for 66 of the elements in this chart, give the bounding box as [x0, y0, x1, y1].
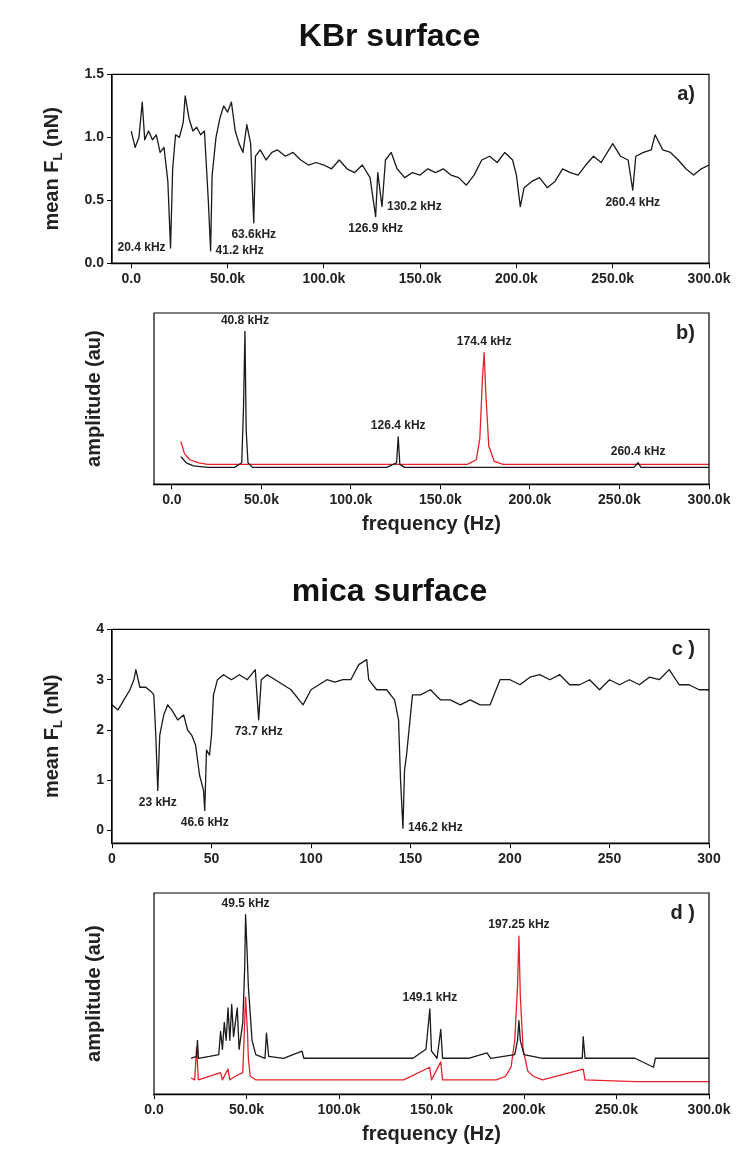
x-tick-label: 300.0k — [687, 491, 731, 508]
x-tick-label: 50 — [203, 850, 220, 867]
x-tick-label: 200.0k — [495, 270, 539, 287]
x-tick-label: 150 — [398, 850, 423, 867]
chart-title: mica surface — [291, 572, 488, 609]
x-tick-label: 200.0k — [508, 491, 552, 508]
x-tick-label: 150.0k — [410, 1101, 454, 1118]
chart-title: KBr surface — [298, 17, 481, 54]
annotation: 126.4 kHz — [370, 418, 426, 433]
x-tick-label: 200.0k — [502, 1101, 546, 1118]
x-tick-label: 250.0k — [595, 1101, 639, 1118]
annotation: 130.2 kHz — [387, 198, 442, 213]
annotation: 126.9 kHz — [348, 220, 403, 235]
x-tick-label: 50.0k — [243, 491, 280, 508]
y-tick-label: 0.0 — [84, 254, 105, 271]
x-tick-label: 100 — [299, 850, 323, 867]
x-tick-label: 50.0k — [228, 1101, 265, 1118]
annotation: 23 kHz — [138, 794, 177, 809]
y-axis-title: mean FL (nN) — [39, 107, 65, 231]
x-tick-label: 100.0k — [302, 270, 346, 287]
x-axis-title: frequency (Hz) — [362, 1121, 501, 1144]
x-tick-label: 300 — [697, 850, 721, 867]
y-tick-label: 1.0 — [84, 128, 105, 145]
x-tick-label: 250 — [597, 850, 622, 867]
y-tick-label: 1.5 — [84, 65, 105, 82]
y-tick-label: 0 — [96, 821, 105, 838]
annotation: 73.7 kHz — [234, 724, 283, 739]
x-tick-label: 0 — [108, 850, 117, 867]
annotation: c ) — [671, 636, 695, 659]
annotation: b) — [676, 320, 695, 343]
x-tick-label: 100.0k — [329, 491, 373, 508]
y-tick-label: 4 — [96, 620, 105, 637]
annotation: 197.25 kHz — [488, 917, 550, 932]
x-tick-label: 300.0k — [687, 1101, 731, 1118]
x-tick-label: 0.0 — [121, 270, 142, 287]
x-tick-label: 250.0k — [598, 491, 642, 508]
x-tick-label: 150.0k — [398, 270, 442, 287]
annotation: 46.6 kHz — [180, 814, 229, 829]
annotation: 40.8 kHz — [220, 312, 269, 327]
annotation: 260.4 kHz — [610, 444, 666, 459]
x-tick-label: 300.0k — [687, 270, 731, 287]
x-tick-label: 0.0 — [162, 491, 182, 508]
x-tick-label: 150.0k — [419, 491, 463, 508]
x-tick-label: 50.0k — [210, 270, 246, 287]
annotation: d ) — [670, 900, 695, 923]
x-tick-label: 0.0 — [144, 1101, 164, 1118]
x-axis-title: frequency (Hz) — [362, 511, 501, 534]
y-tick-label: 2 — [96, 720, 105, 737]
y-axis-title: amplitude (au) — [81, 330, 104, 467]
annotation: a) — [677, 81, 695, 104]
annotation: 149.1 kHz — [402, 990, 458, 1005]
y-tick-label: 1 — [96, 771, 105, 788]
x-tick-label: 250.0k — [591, 270, 635, 287]
y-axis-title: mean FL (nN) — [39, 674, 65, 799]
y-tick-label: 3 — [96, 670, 105, 687]
annotation: 146.2 kHz — [407, 820, 463, 835]
y-axis-title: amplitude (au) — [81, 925, 104, 1062]
y-tick-label: 0.5 — [84, 191, 105, 208]
x-tick-label: 200 — [498, 850, 522, 867]
annotation: 260.4 kHz — [605, 194, 661, 209]
annotation: 49.5 kHz — [221, 895, 270, 910]
annotation: 63.6kHz — [231, 227, 277, 242]
annotation: 174.4 kHz — [456, 334, 512, 349]
annotation: 41.2 kHz — [215, 242, 264, 257]
x-tick-label: 100.0k — [317, 1101, 361, 1118]
annotation: 20.4 kHz — [117, 240, 166, 255]
